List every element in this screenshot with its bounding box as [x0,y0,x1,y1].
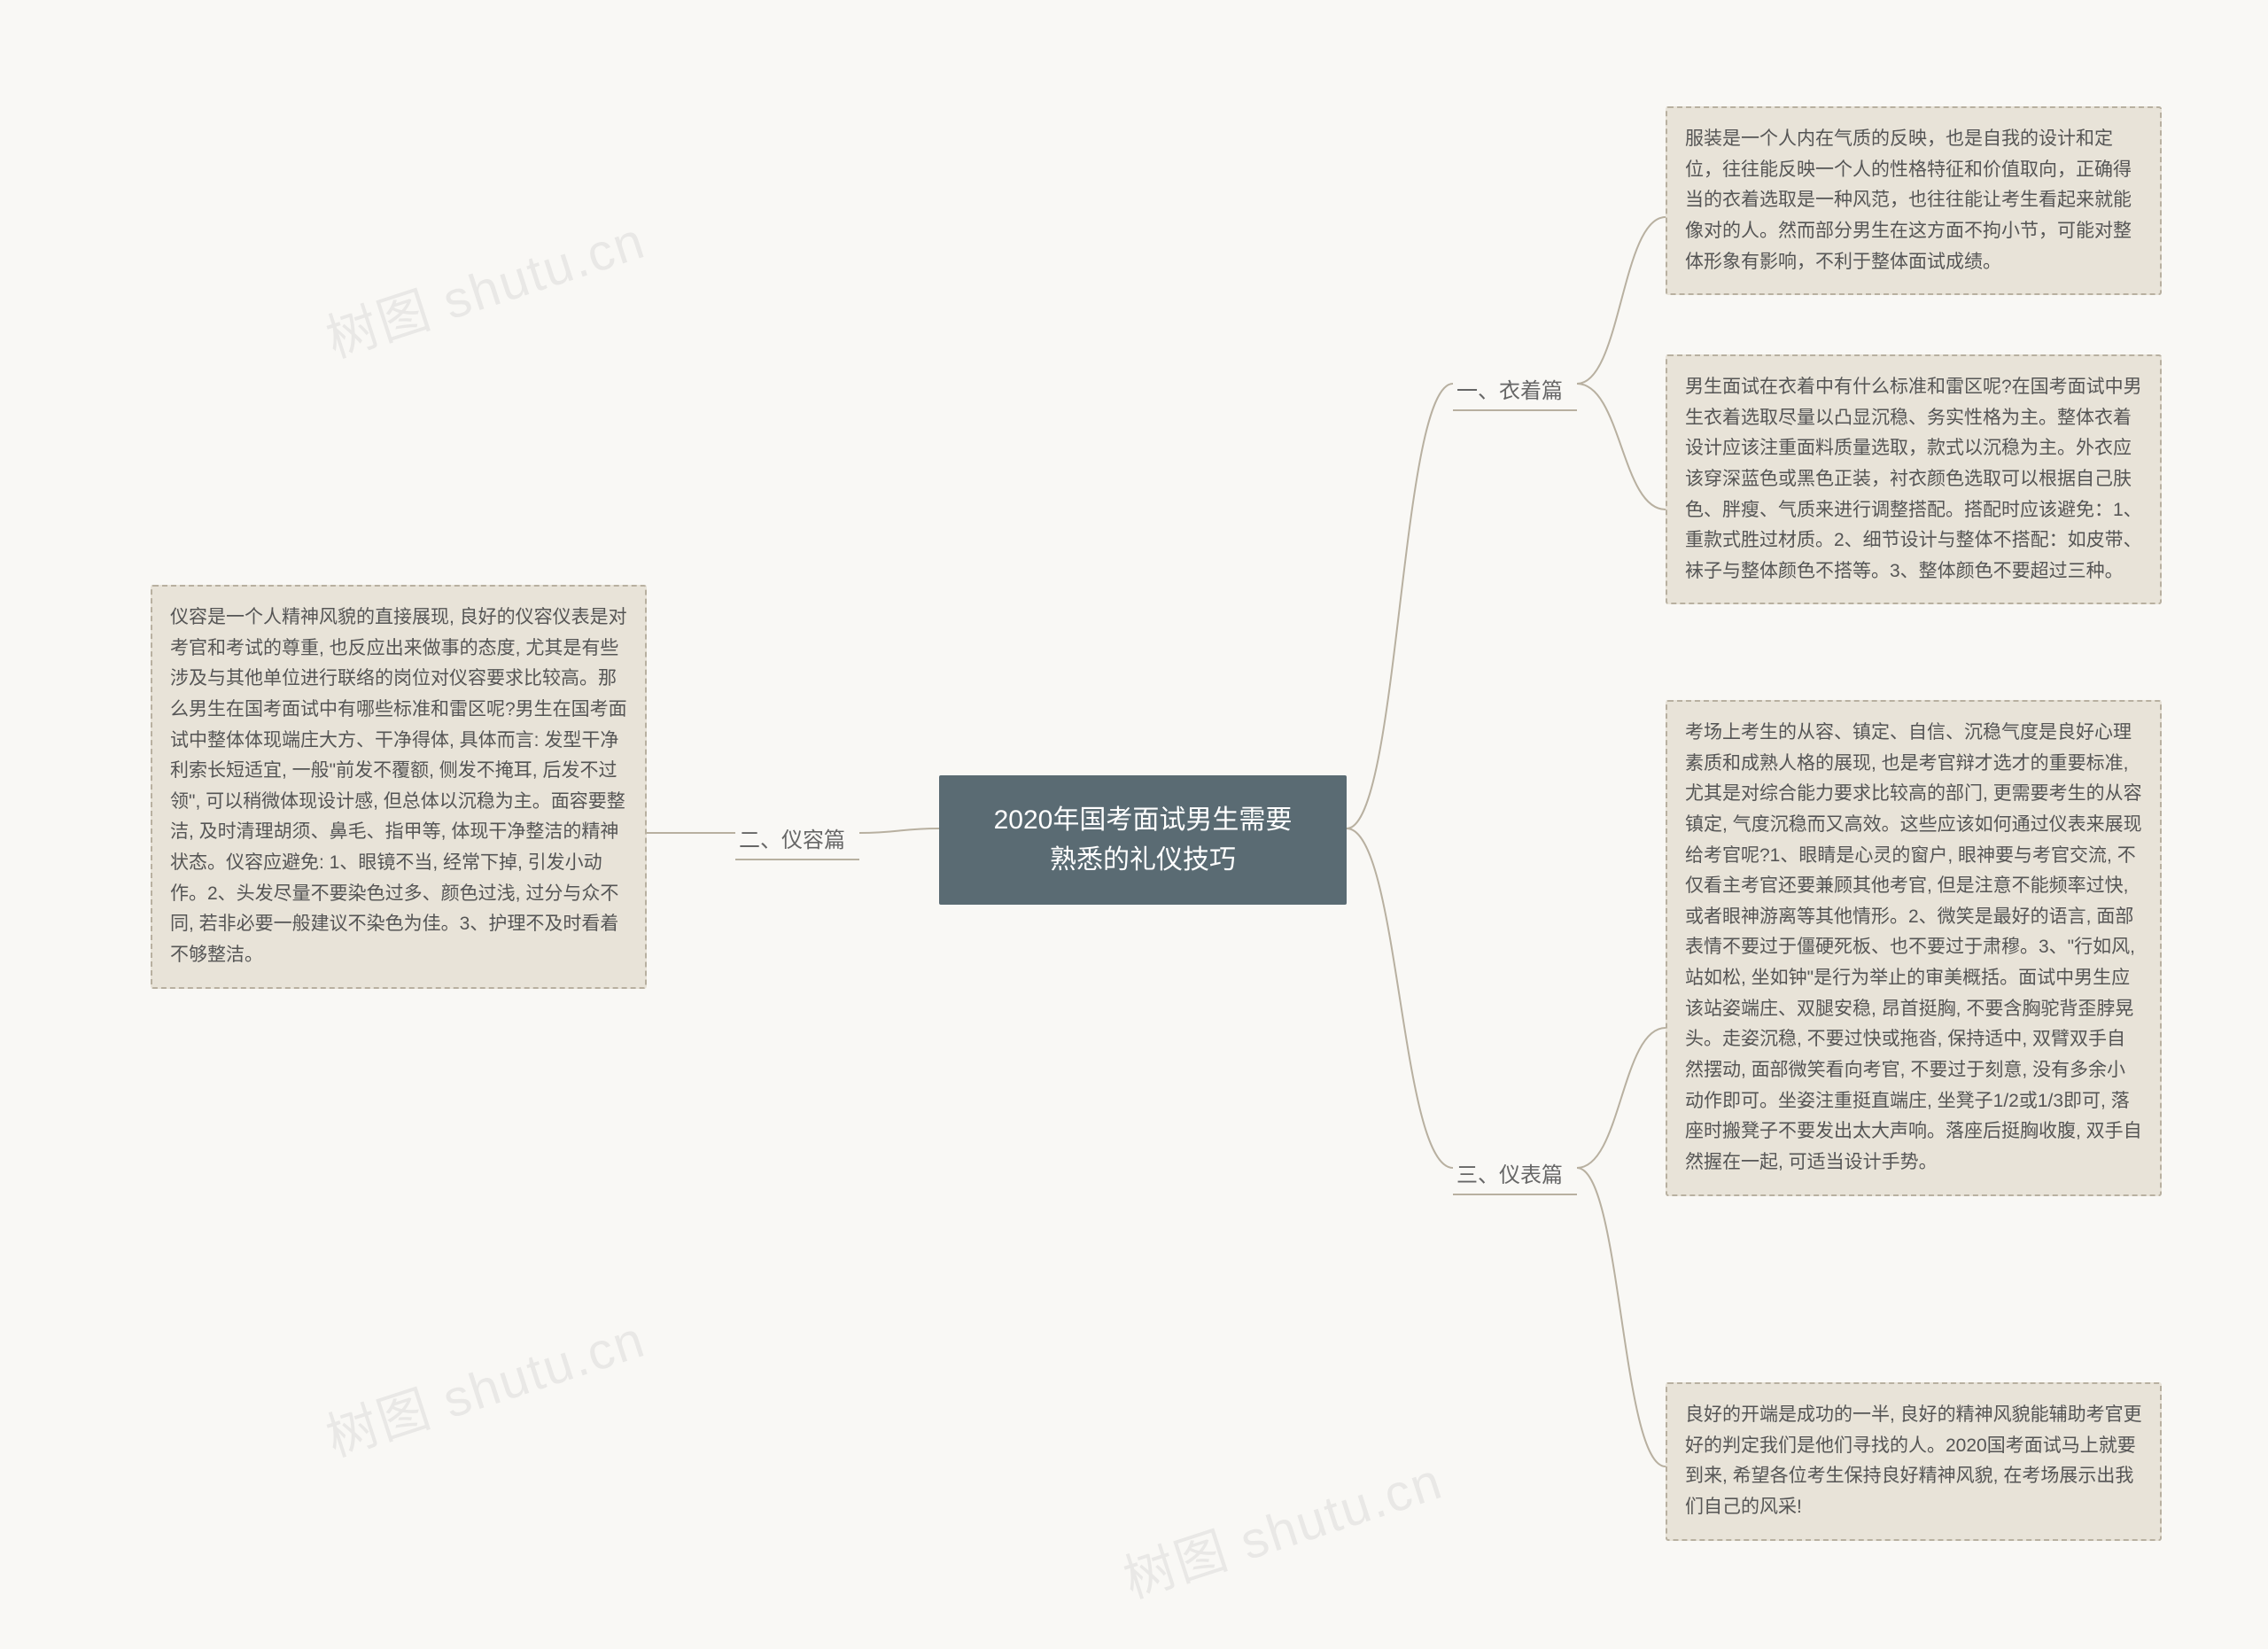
branch-label: 三、仪表篇 [1456,1163,1563,1187]
leaf-clothing-1[interactable]: 服装是一个人内在气质的反映，也是自我的设计和定位，往往能反映一个人的性格特征和价… [1666,106,2162,295]
watermark: 树图 shutu.cn [315,198,653,371]
leaf-text: 服装是一个人内在气质的反映，也是自我的设计和定位，往往能反映一个人的性格特征和价… [1685,128,2132,272]
branch-demeanor[interactable]: 三、仪表篇 [1453,1152,1577,1195]
leaf-appearance-1[interactable]: 仪容是一个人精神风貌的直接展现, 良好的仪容仪表是对考官和考试的尊重, 也反应出… [151,585,647,989]
watermark: 树图 shutu.cn [315,1297,653,1470]
leaf-demeanor-2[interactable]: 良好的开端是成功的一半, 良好的精神风貌能辅助考官更好的判定我们是他们寻找的人。… [1666,1382,2162,1541]
leaf-demeanor-1[interactable]: 考场上考生的从容、镇定、自信、沉稳气度是良好心理素质和成熟人格的展现, 也是考官… [1666,700,2162,1196]
watermark: 树图 shutu.cn [1113,1439,1450,1612]
leaf-clothing-2[interactable]: 男生面试在衣着中有什么标准和雷区呢?在国考面试中男生衣着选取尽量以凸显沉稳、务实… [1666,354,2162,604]
leaf-text: 考场上考生的从容、镇定、自信、沉稳气度是良好心理素质和成熟人格的展现, 也是考官… [1685,722,2142,1172]
mindmap-root[interactable]: 2020年国考面试男生需要熟悉的礼仪技巧 [939,775,1347,905]
leaf-text: 良好的开端是成功的一半, 良好的精神风貌能辅助考官更好的判定我们是他们寻找的人。… [1685,1404,2142,1517]
root-title: 2020年国考面试男生需要熟悉的礼仪技巧 [994,805,1293,875]
branch-clothing[interactable]: 一、衣着篇 [1453,368,1577,411]
branch-label: 二、仪容篇 [739,828,845,852]
leaf-text: 仪容是一个人精神风貌的直接展现, 良好的仪容仪表是对考官和考试的尊重, 也反应出… [170,607,627,965]
branch-label: 一、衣着篇 [1456,379,1563,403]
branch-appearance[interactable]: 二、仪容篇 [735,817,859,860]
leaf-text: 男生面试在衣着中有什么标准和雷区呢?在国考面试中男生衣着选取尽量以凸显沉稳、务实… [1685,377,2142,581]
